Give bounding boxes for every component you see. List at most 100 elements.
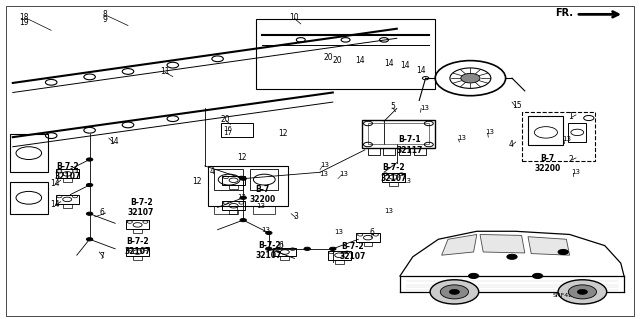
Text: 6: 6 — [278, 241, 284, 250]
Bar — [522, 112, 595, 161]
Bar — [356, 233, 380, 242]
Bar — [126, 248, 149, 256]
Text: 20: 20 — [323, 53, 333, 62]
Text: 13: 13 — [334, 229, 343, 235]
Circle shape — [240, 219, 246, 222]
Text: 13: 13 — [237, 194, 246, 200]
Bar — [273, 248, 296, 256]
Text: 12: 12 — [278, 130, 288, 138]
Text: B-7
32200: B-7 32200 — [534, 154, 561, 173]
Text: 13: 13 — [562, 136, 571, 142]
Bar — [222, 176, 245, 185]
Bar — [56, 169, 79, 178]
Circle shape — [86, 238, 93, 241]
Bar — [280, 256, 289, 261]
Text: 8: 8 — [102, 10, 107, 19]
Bar — [63, 178, 72, 182]
Bar — [253, 206, 275, 214]
Text: 14: 14 — [50, 179, 60, 188]
Circle shape — [266, 231, 272, 234]
Circle shape — [86, 158, 93, 161]
Circle shape — [468, 273, 479, 278]
Circle shape — [240, 196, 246, 199]
Bar — [568, 123, 586, 142]
Circle shape — [532, 273, 543, 278]
Text: 14: 14 — [400, 61, 410, 70]
Text: B-7-1
32117: B-7-1 32117 — [397, 136, 423, 155]
Text: 14: 14 — [50, 200, 60, 209]
Bar — [229, 185, 238, 189]
Text: 10: 10 — [289, 13, 299, 22]
Bar — [256, 19, 435, 89]
Circle shape — [86, 183, 93, 187]
Text: 12: 12 — [237, 153, 246, 162]
Bar — [222, 201, 245, 210]
Bar — [214, 169, 243, 190]
Text: FR.: FR. — [555, 8, 573, 19]
Text: B-7-2
32107: B-7-2 32107 — [256, 241, 282, 260]
Bar — [133, 229, 142, 234]
Circle shape — [330, 247, 336, 250]
Text: 6: 6 — [99, 208, 104, 217]
Bar — [133, 256, 142, 261]
Circle shape — [440, 285, 468, 299]
Text: 13: 13 — [256, 203, 265, 209]
Bar — [229, 210, 238, 214]
Text: B-7-2
32107: B-7-2 32107 — [128, 198, 154, 217]
Bar — [328, 251, 351, 260]
Text: SNF4B1340C: SNF4B1340C — [552, 293, 593, 298]
Text: 12: 12 — [192, 177, 202, 186]
Bar — [368, 123, 429, 144]
Text: 4: 4 — [509, 140, 514, 149]
Circle shape — [568, 285, 596, 299]
Text: B-7-2
32107: B-7-2 32107 — [125, 237, 151, 256]
Polygon shape — [442, 234, 477, 255]
Circle shape — [449, 289, 460, 294]
Text: 13: 13 — [420, 106, 429, 111]
Bar — [364, 242, 372, 246]
Text: 18: 18 — [19, 13, 29, 22]
Text: 5: 5 — [390, 102, 396, 111]
Bar — [414, 148, 426, 155]
Text: 14: 14 — [355, 56, 365, 65]
Text: 14: 14 — [109, 137, 118, 146]
Text: 2: 2 — [568, 155, 573, 164]
Text: 13: 13 — [339, 171, 348, 177]
Text: B-7
32200: B-7 32200 — [250, 185, 276, 204]
Bar — [250, 169, 278, 190]
Bar — [362, 120, 435, 148]
Text: 13: 13 — [485, 130, 494, 135]
Bar — [10, 134, 48, 172]
Text: 13: 13 — [319, 171, 328, 177]
Text: 4: 4 — [209, 167, 214, 176]
Bar — [10, 182, 48, 214]
Bar — [528, 116, 563, 145]
Bar — [208, 166, 288, 206]
Bar — [126, 220, 149, 229]
Circle shape — [558, 249, 568, 255]
Text: 13: 13 — [402, 178, 411, 184]
Circle shape — [430, 280, 479, 304]
Circle shape — [558, 280, 607, 304]
Circle shape — [266, 247, 272, 250]
Bar — [214, 206, 237, 214]
Text: 20: 20 — [333, 56, 342, 65]
Text: 9: 9 — [102, 15, 108, 24]
Text: B-7-2
32107: B-7-2 32107 — [381, 163, 407, 182]
Bar — [335, 260, 344, 264]
Text: 13: 13 — [261, 227, 270, 233]
Text: 14: 14 — [384, 59, 394, 68]
Text: 13: 13 — [320, 162, 329, 168]
Circle shape — [240, 177, 246, 180]
Bar — [383, 148, 395, 155]
Text: B-7-2
32107: B-7-2 32107 — [54, 162, 81, 181]
Bar — [389, 182, 398, 186]
Text: 20: 20 — [221, 115, 230, 124]
Text: 11: 11 — [160, 67, 170, 76]
Text: 7: 7 — [99, 252, 104, 261]
Text: 13: 13 — [458, 135, 467, 141]
Polygon shape — [528, 237, 570, 255]
Text: 6: 6 — [370, 228, 375, 237]
Text: 16: 16 — [223, 126, 232, 132]
Text: 15: 15 — [512, 101, 522, 110]
